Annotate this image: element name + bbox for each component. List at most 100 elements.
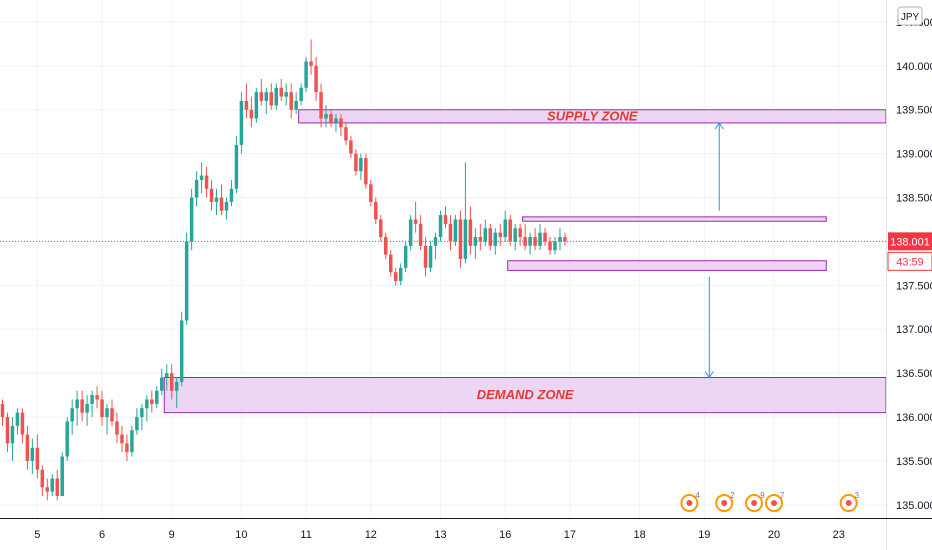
candle-body — [120, 434, 124, 444]
candle-body — [219, 197, 224, 211]
candle-body — [174, 381, 179, 391]
x-tick-label: 17 — [564, 529, 576, 541]
candle-body — [384, 237, 388, 255]
x-tick-label: 12 — [365, 529, 377, 541]
x-tick-label: 11 — [300, 529, 311, 541]
y-tick-label: 139.500 — [896, 105, 932, 117]
candle-body — [70, 408, 74, 422]
event-badge-count: 2 — [730, 491, 735, 500]
candle-body — [528, 237, 532, 246]
y-tick-label: 135.000 — [896, 500, 932, 512]
candle-body — [413, 219, 418, 224]
candle-body — [110, 408, 114, 422]
candle-body — [324, 114, 328, 119]
candle-body — [523, 237, 527, 246]
projection-arrow-head — [704, 371, 714, 379]
candle-body — [294, 100, 298, 110]
event-badge-dot — [845, 500, 852, 506]
event-badge-dot — [771, 500, 778, 506]
y-tick-label: 138.500 — [896, 193, 932, 205]
candle-body — [393, 272, 398, 281]
candle-body — [513, 228, 517, 242]
candle-body — [100, 399, 104, 418]
candle-body — [234, 144, 239, 189]
candle-body — [483, 228, 488, 242]
candle-body — [344, 127, 348, 141]
candle-body — [264, 92, 269, 101]
candle-body — [508, 219, 512, 242]
candle-body — [543, 232, 547, 242]
candle-body — [468, 219, 473, 246]
candle-body — [284, 92, 288, 97]
candle-body — [20, 412, 25, 435]
candle-body — [150, 399, 154, 404]
candle-body — [160, 377, 164, 391]
candle-body — [558, 237, 562, 242]
candle-body — [289, 92, 293, 110]
candle-body — [90, 395, 94, 404]
y-tick-label: 139.000 — [896, 149, 932, 161]
candle-body — [50, 478, 55, 492]
candle-body — [334, 118, 338, 123]
candle-body — [5, 417, 10, 444]
event-badge-count: 9 — [760, 491, 765, 500]
candle-body — [40, 469, 45, 488]
currency-box — [897, 6, 923, 26]
x-tick-label: 9 — [169, 529, 175, 541]
candle-body — [65, 421, 69, 457]
candle-body — [438, 215, 443, 238]
candle-body — [239, 100, 244, 145]
x-tick-label: 20 — [768, 529, 780, 541]
event-badge-dot — [721, 500, 728, 506]
candle-body — [538, 232, 542, 246]
candle-body — [15, 412, 20, 426]
candle-body — [224, 201, 229, 211]
x-tick-label: 16 — [499, 529, 511, 541]
zone-rect — [163, 377, 887, 414]
x-tick-label: 23 — [833, 529, 845, 541]
candle-body — [45, 487, 50, 492]
last-price-box — [888, 232, 932, 251]
candle-body — [478, 237, 483, 242]
candle-body — [115, 421, 119, 435]
zone-label: SUPPLY ZONE — [547, 108, 638, 123]
candle-body — [30, 447, 35, 461]
candle-body — [349, 140, 353, 154]
candle-body — [269, 92, 274, 106]
candle-body — [503, 219, 507, 238]
candle-body — [548, 241, 552, 251]
candle-body — [179, 320, 184, 382]
candle-body — [319, 92, 323, 119]
candle-body — [563, 237, 567, 242]
event-badge-dot — [751, 500, 758, 506]
zone-rect — [507, 260, 827, 271]
candle-body — [398, 267, 403, 281]
candle-body — [145, 399, 149, 409]
candle-body — [0, 403, 5, 418]
candle-body — [473, 237, 478, 246]
candle-body — [105, 408, 109, 418]
y-tick-label: 137.000 — [896, 324, 932, 336]
candle-body — [423, 245, 428, 268]
candle-body — [95, 395, 99, 400]
candle-body — [135, 417, 139, 431]
candle-body — [458, 219, 463, 259]
candle-body — [85, 403, 89, 413]
candle-body — [184, 241, 189, 321]
candle-body — [364, 158, 368, 185]
candle-body — [354, 153, 358, 172]
candle-body — [493, 232, 498, 246]
candle-body — [35, 447, 40, 470]
candle-body — [433, 237, 438, 246]
candle-body — [274, 87, 278, 106]
candle-body — [165, 373, 169, 378]
candle-body — [453, 219, 458, 242]
candle-body — [229, 188, 234, 202]
candle-body — [408, 219, 413, 246]
projection-arrow-head — [714, 122, 724, 130]
candle-body — [359, 158, 363, 172]
candle-body — [279, 87, 283, 97]
candle-body — [309, 61, 313, 66]
candle-body — [369, 184, 373, 202]
